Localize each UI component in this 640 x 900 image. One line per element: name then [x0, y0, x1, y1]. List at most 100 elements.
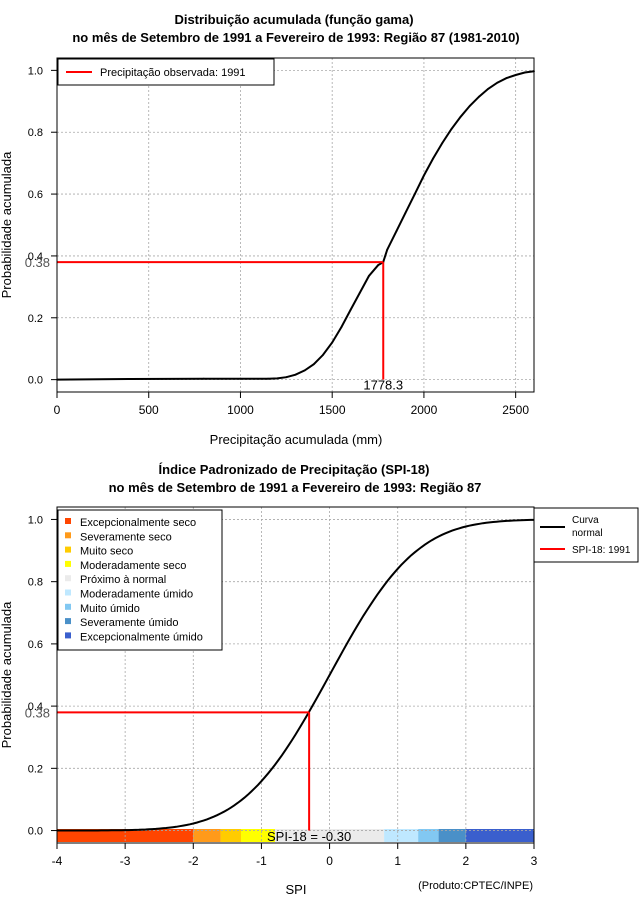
category-legend-label: Muito úmido — [80, 603, 140, 615]
top-y-tick-label: 0.8 — [28, 127, 43, 139]
top-x-tick-label: 2500 — [502, 403, 529, 417]
bottom-x-tick-label: -4 — [52, 854, 63, 868]
curve-legend: Curva normal SPI-18: 1991 — [533, 507, 639, 563]
category-legend-swatch — [65, 560, 71, 567]
gamma-cdf-point — [514, 74, 517, 76]
category-legend-label: Moderadamente seco — [80, 560, 186, 572]
gamma-cdf-point — [129, 378, 132, 380]
gamma-cdf-point — [340, 326, 343, 328]
gamma-cdf-point — [358, 292, 361, 294]
gamma-cdf-point — [468, 105, 471, 107]
gamma-cdf-point — [349, 309, 352, 311]
category-legend-label: Severamente seco — [80, 531, 172, 543]
bottom-y-tick-label: 0.6 — [28, 639, 43, 651]
bottom-x-tick-label: -1 — [256, 854, 267, 868]
curve-legend-label-normal-line2: normal — [572, 528, 603, 539]
curve-legend-label-normal-line1: Curva — [572, 515, 599, 526]
top-y-tick-label: 1.0 — [28, 65, 43, 77]
category-legend-swatch — [65, 589, 71, 596]
spi-band — [465, 829, 534, 842]
spi-value-label: SPI-18 = -0.30 — [267, 829, 351, 844]
observed-y-value-label: 0.38 — [25, 255, 50, 270]
bottom-y-axis-label: Probabilidade acumulada — [0, 601, 14, 748]
category-legend-swatch — [65, 575, 71, 582]
gamma-cdf-point — [432, 157, 434, 160]
category-legend-swatch — [65, 518, 71, 524]
bottom-x-tick-label: 3 — [531, 854, 538, 868]
curve-legend-box — [533, 507, 639, 563]
top-x-tick-label: 0 — [54, 403, 61, 417]
bottom-x-tick-label: -2 — [188, 854, 199, 868]
spi-y-value-label: 0.38 — [25, 705, 50, 720]
gamma-cdf-point — [523, 71, 526, 74]
observed-x-value-label: 1778.3 — [363, 378, 403, 393]
gamma-cdf-point — [368, 275, 370, 277]
bottom-y-tick-label: 0.8 — [28, 577, 43, 589]
category-legend: Excepcionalmente seco Severamente seco Mui… — [57, 509, 223, 651]
bottom-plot-frame — [56, 506, 535, 844]
bottom-y-tick-label: 0.2 — [28, 763, 43, 775]
gamma-cdf-point — [267, 377, 269, 380]
bottom-x-tick-label: 0 — [326, 854, 333, 868]
gamma-cdf-point — [303, 369, 306, 372]
bottom-plot-area: SPI-18 = -0.30 0.38 -4 -3 -2 -1 0 1 2 3 0.0 0.2 0.4… — [25, 506, 538, 868]
gamma-cdf-point — [441, 142, 444, 144]
top-plot-area: 1778.3 0.38 0 500 1000 1500 2000 2500 0.0 0.2 0.4… — [25, 57, 535, 417]
category-legend-label: Excepcionalmente seco — [80, 517, 196, 529]
bottom-curve-layer — [57, 518, 534, 832]
top-x-tick-label: 1500 — [319, 403, 346, 417]
gamma-cdf-point — [386, 248, 389, 251]
spi-band — [438, 829, 466, 842]
normal-cdf-curve — [57, 518, 534, 832]
top-x-tick-label: 2000 — [411, 403, 438, 417]
bottom-axes: -4 -3 -2 -1 0 1 2 3 0.0 0.2 0.4 0.6 0.8 1.0 — [28, 514, 538, 868]
spi-band — [193, 829, 221, 842]
gamma-cdf-point — [395, 230, 398, 233]
category-legend-swatch — [65, 632, 71, 639]
gamma-cdf-point — [505, 77, 508, 79]
spi-band — [220, 829, 241, 842]
top-grid — [56, 58, 534, 392]
gamma-cdf-point — [423, 174, 425, 177]
bottom-x-tick-label: -3 — [120, 854, 131, 868]
gamma-cdf-point — [322, 354, 324, 356]
bottom-chart-title-line2: no mês de Setembro de 1991 a Fevereiro d… — [109, 480, 482, 495]
bottom-x-axis-label: SPI — [286, 882, 307, 897]
credit-text: (Produto:CPTEC/INPE) — [418, 880, 533, 892]
gamma-cdf-point — [312, 363, 315, 366]
top-curve-layer — [56, 70, 535, 381]
top-marker-layer: 1778.3 0.38 — [25, 255, 403, 393]
bottom-y-tick-label: 0.4 — [28, 701, 43, 713]
bottom-marker-layer: SPI-18 = -0.30 0.38 — [25, 705, 352, 844]
top-chart-title-line1: Distribuição acumulada (função gama) — [174, 12, 413, 27]
bottom-chart-title-line1: Índice Padronizado de Precipitação (SPI-… — [159, 462, 430, 477]
spi-band — [418, 829, 439, 842]
gamma-cdf-curve — [56, 70, 535, 381]
category-legend-label: Muito seco — [80, 546, 133, 558]
top-chart-title-line2: no mês de Setembro de 1991 a Fevereiro d… — [72, 30, 519, 45]
bottom-x-tick-label: 2 — [463, 854, 470, 868]
category-legend-swatch — [65, 532, 71, 539]
top-plot-frame — [56, 57, 535, 393]
gamma-cdf-point — [285, 376, 288, 379]
gamma-cdf-point — [331, 341, 334, 344]
gamma-cdf-point — [478, 95, 480, 98]
category-legend-swatch — [65, 618, 71, 625]
top-legend: Precipitação observada: 1991 — [57, 58, 275, 86]
gamma-cdf-point — [202, 377, 205, 380]
bottom-y-tick-label: 0.0 — [28, 826, 43, 838]
gamma-cdf-point — [404, 211, 407, 214]
curve-legend-label-spi: SPI-18: 1991 — [572, 545, 631, 556]
bottom-x-tick-label: 1 — [394, 854, 401, 868]
gamma-cdf-point — [450, 128, 453, 131]
gamma-cdf-point — [294, 373, 297, 376]
category-legend-label: Excepcionalmente úmido — [80, 631, 203, 643]
category-legend-box — [57, 509, 223, 651]
category-legend-label: Severamente úmido — [80, 617, 178, 629]
category-legend-swatch — [65, 603, 71, 610]
gamma-cdf-point — [487, 88, 489, 90]
top-legend-label: Precipitação observada: 1991 — [100, 67, 246, 79]
top-x-tick-label: 500 — [139, 403, 159, 417]
category-legend-label: Moderadamente úmido — [80, 589, 193, 601]
